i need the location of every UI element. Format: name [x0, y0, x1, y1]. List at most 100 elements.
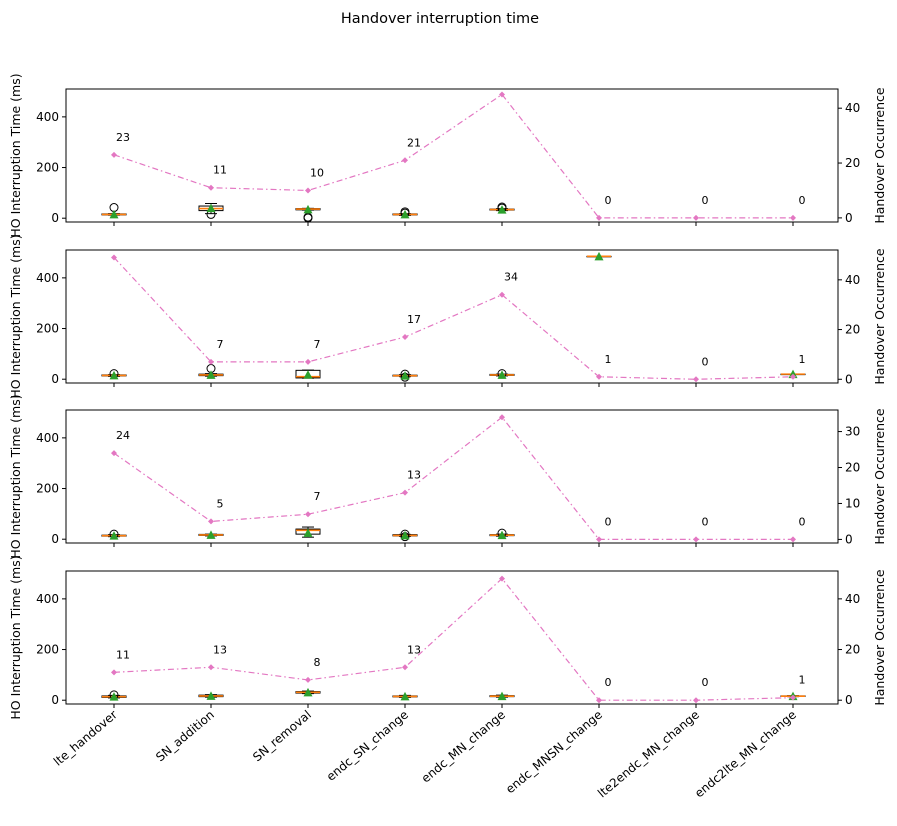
right-tick-label: 20 [845, 156, 860, 170]
occurrence-label: 13 [407, 643, 421, 656]
occurrence-label: 17 [407, 313, 421, 326]
mean-marker [206, 370, 216, 379]
right-tick-label: 30 [845, 425, 860, 439]
occurrence-point [402, 489, 408, 496]
occurrence-point [693, 536, 699, 543]
occurrence-point [499, 291, 505, 298]
box-SN_removal [295, 204, 321, 223]
mean-marker [594, 251, 604, 261]
occurrence-point [402, 157, 408, 164]
occurrence-point [790, 536, 796, 543]
occurrence-label: 0 [702, 515, 709, 528]
panel-frame [65, 88, 839, 223]
box-endc_SN_change [392, 207, 418, 219]
occurrence-point [111, 450, 117, 457]
box-endc_MN_change [489, 202, 515, 214]
occurrence-line [113, 257, 794, 380]
occurrence-label: 0 [605, 194, 612, 207]
mean-marker [400, 691, 410, 701]
box-SN_addition [198, 691, 224, 700]
panel-3: 0 200 400 0 10 20 30 HO Interruption Time (ms) H… [8, 394, 887, 558]
right-tick-label: 40 [845, 592, 860, 606]
occurrence-label: 0 [799, 515, 806, 528]
left-tick-label: 200 [36, 482, 59, 496]
mean-marker [400, 371, 410, 380]
left-tick-label: 200 [36, 643, 59, 657]
mean-marker [109, 370, 119, 380]
x-tick-label: endc2lte_MN_change [692, 708, 799, 801]
occurrence-point [596, 697, 602, 704]
occurrence-label: 5 [217, 497, 224, 510]
box-SN_removal [295, 369, 321, 379]
right-axis-label: Handover Occurrence [872, 408, 887, 545]
occurrence-label: 0 [702, 676, 709, 689]
right-tick-label: 10 [845, 496, 860, 510]
left-tick-label: 400 [36, 271, 59, 285]
occurrence-point [402, 664, 408, 671]
occurrence-label: 0 [799, 194, 806, 207]
left-tick-label: 0 [51, 693, 59, 707]
occurrence-point [596, 536, 602, 543]
occurrence-label: 7 [314, 338, 321, 351]
right-tick-label: 0 [845, 693, 853, 707]
right-axis-label: Handover Occurrence [872, 87, 887, 224]
mean-marker [400, 530, 410, 540]
occurrence-point [499, 91, 505, 98]
right-axis-label: Handover Occurrence [872, 569, 887, 706]
box-lte_handover [101, 369, 127, 380]
right-tick-label: 20 [845, 323, 860, 337]
panel-frame [65, 570, 839, 705]
mean-marker [303, 204, 313, 214]
left-tick-label: 400 [36, 431, 59, 445]
box-endc_SN_change [392, 369, 418, 382]
occurrence-point [499, 414, 505, 421]
right-tick-label: 0 [845, 211, 853, 225]
occurrence-label: 11 [116, 648, 130, 661]
right-tick-label: 20 [845, 461, 860, 475]
left-tick-label: 400 [36, 592, 59, 606]
box-SN_addition [198, 364, 224, 379]
left-tick-label: 200 [36, 322, 59, 336]
box-lte_handover [101, 690, 127, 701]
occurrence-label: 1 [799, 353, 806, 366]
mean-marker [303, 687, 313, 697]
box-endc_SN_change [392, 529, 418, 542]
left-tick-label: 400 [36, 110, 59, 124]
occurrence-point [111, 669, 117, 676]
right-tick-label: 0 [845, 532, 853, 546]
box-lte_handover [101, 203, 127, 219]
box-endc_MN_change [489, 691, 515, 701]
occurrence-point [208, 184, 214, 191]
occurrence-label: 1 [799, 674, 806, 687]
x-tick-label: lte_handover [51, 708, 120, 769]
occurrence-point [693, 697, 699, 704]
occurrence-label: 7 [217, 338, 224, 351]
occurrence-point [208, 664, 214, 671]
mean-marker [109, 209, 119, 219]
occurrence-label: 0 [702, 194, 709, 207]
occurrence-point [111, 254, 117, 261]
box-SN_addition [198, 203, 224, 219]
x-tick-label: SN_addition [153, 708, 217, 765]
box-endc_MN_change [489, 369, 515, 379]
mean-marker [497, 530, 507, 540]
x-tick-label: lte2endc_MN_change [595, 708, 702, 801]
mean-marker [303, 370, 313, 379]
occurrence-label: 0 [605, 515, 612, 528]
occurrence-point [208, 518, 214, 525]
occurrence-line [113, 577, 794, 701]
panel-2: 0 200 400 0 20 40 HO Interruption Time (ms) Han… [8, 234, 887, 398]
occurrence-point [790, 373, 796, 380]
left-tick-label: 0 [51, 532, 59, 546]
mean-marker [109, 692, 119, 701]
right-tick-label: 0 [845, 372, 853, 386]
right-tick-label: 40 [845, 273, 860, 287]
x-tick-label: SN_removal [250, 708, 314, 765]
mean-marker [497, 205, 507, 214]
occurrence-label: 13 [213, 643, 227, 656]
occurrence-label: 21 [407, 136, 421, 149]
right-axis-label: Handover Occurrence [872, 248, 887, 385]
occurrence-point [402, 334, 408, 341]
x-tick-label: endc_SN_change [324, 708, 411, 784]
box-SN_removal [295, 687, 321, 697]
